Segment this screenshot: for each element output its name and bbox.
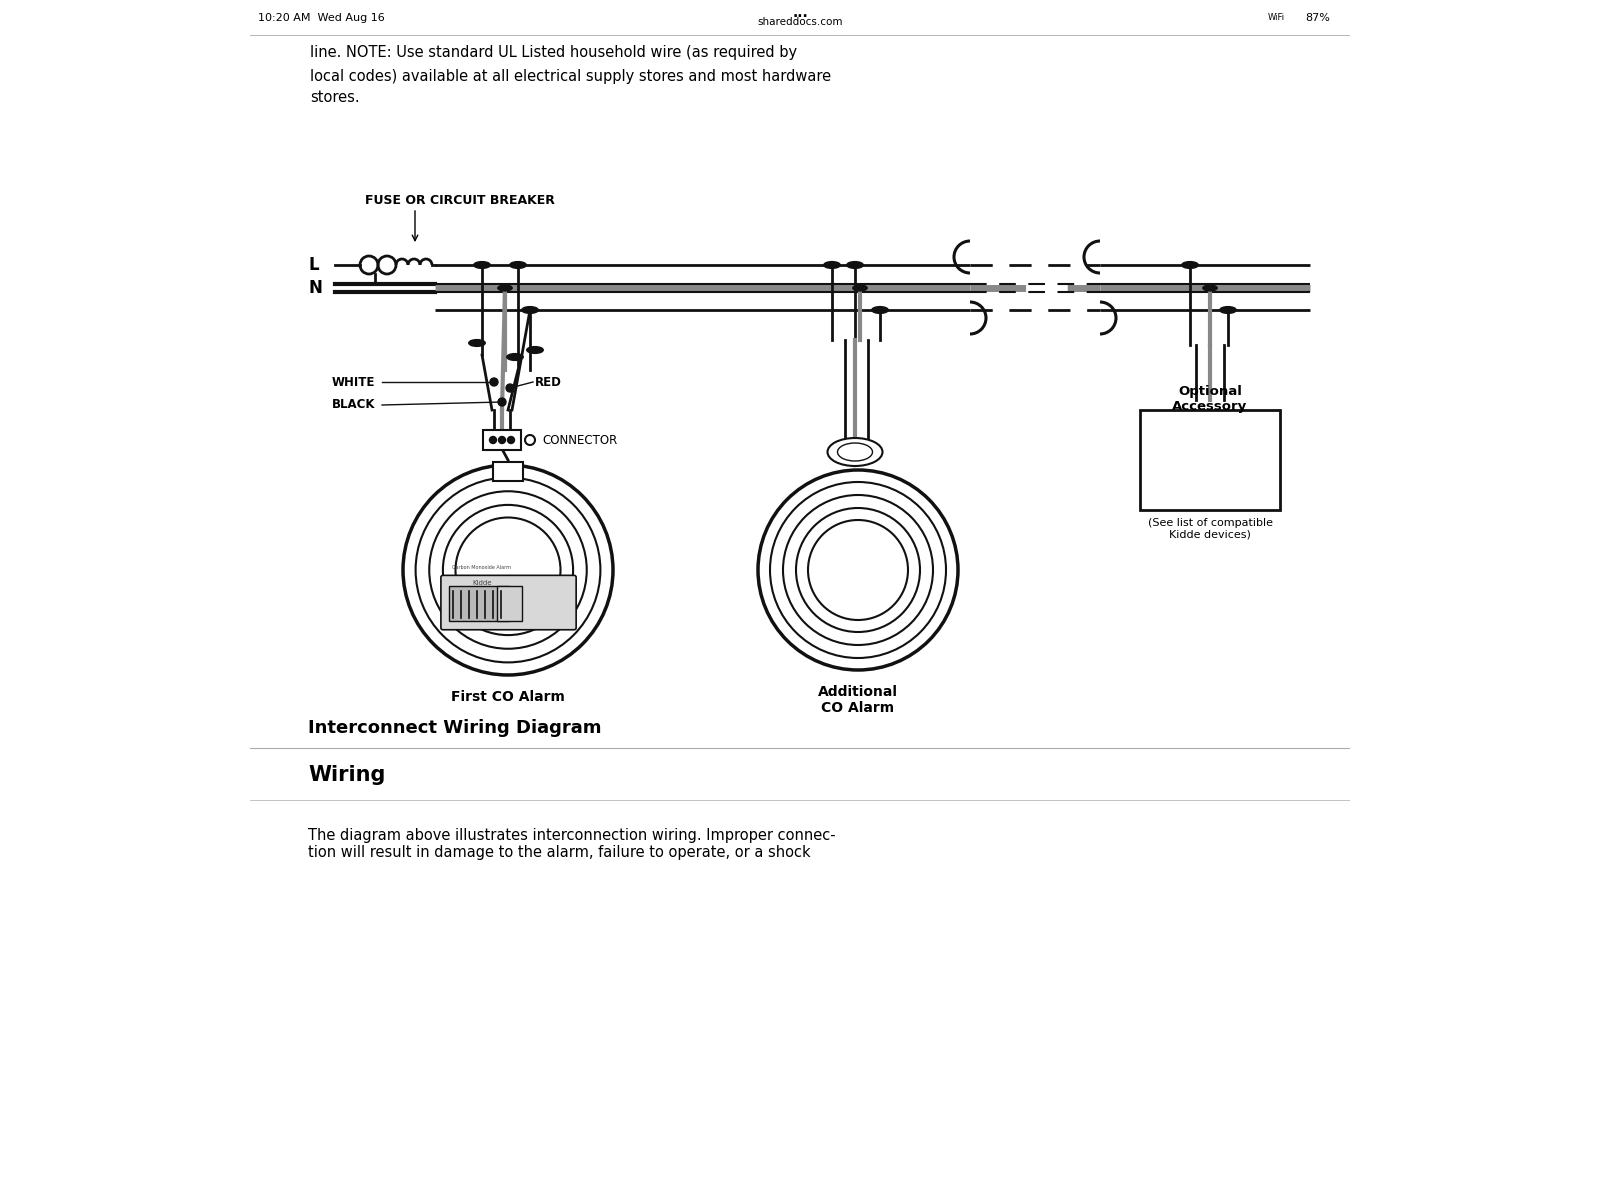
Text: local codes) available at all electrical supply stores and most hardware: local codes) available at all electrical… — [310, 68, 830, 84]
Circle shape — [499, 437, 506, 444]
FancyBboxPatch shape — [493, 462, 523, 481]
Ellipse shape — [872, 307, 888, 313]
Text: Kidde: Kidde — [472, 580, 491, 586]
Ellipse shape — [510, 262, 526, 269]
FancyBboxPatch shape — [496, 586, 522, 622]
Circle shape — [758, 470, 958, 670]
Circle shape — [490, 378, 498, 386]
Text: Wiring: Wiring — [307, 766, 386, 785]
Text: FUSE OR CIRCUIT BREAKER: FUSE OR CIRCUIT BREAKER — [365, 193, 555, 206]
Ellipse shape — [522, 307, 538, 313]
FancyBboxPatch shape — [442, 575, 576, 630]
Ellipse shape — [526, 347, 544, 353]
Ellipse shape — [1182, 262, 1198, 269]
Circle shape — [498, 398, 506, 406]
Text: The diagram above illustrates interconnection wiring. Improper connec-
tion will: The diagram above illustrates interconne… — [307, 828, 835, 860]
Text: stores.: stores. — [310, 90, 360, 106]
FancyBboxPatch shape — [450, 586, 509, 622]
Text: CONNECTOR: CONNECTOR — [542, 433, 618, 446]
Ellipse shape — [507, 354, 523, 360]
Text: Interconnect Wiring Diagram: Interconnect Wiring Diagram — [307, 719, 602, 737]
Circle shape — [490, 437, 496, 444]
Circle shape — [507, 437, 515, 444]
Text: WiFi: WiFi — [1267, 13, 1285, 23]
Ellipse shape — [469, 340, 485, 347]
Text: line. NOTE: Use standard UL Listed household wire (as required by: line. NOTE: Use standard UL Listed house… — [310, 44, 797, 60]
Ellipse shape — [846, 262, 864, 269]
Circle shape — [403, 464, 613, 674]
Text: L: L — [307, 256, 318, 274]
Ellipse shape — [853, 286, 867, 290]
Ellipse shape — [837, 443, 872, 461]
Text: ...: ... — [792, 6, 808, 20]
FancyBboxPatch shape — [483, 430, 522, 450]
Ellipse shape — [1203, 286, 1218, 290]
Text: shareddocs.com: shareddocs.com — [757, 17, 843, 26]
Text: First CO Alarm: First CO Alarm — [451, 690, 565, 704]
Text: BLACK: BLACK — [333, 398, 376, 412]
Text: 10:20 AM  Wed Aug 16: 10:20 AM Wed Aug 16 — [258, 13, 384, 23]
Ellipse shape — [827, 438, 883, 466]
FancyBboxPatch shape — [1139, 410, 1280, 510]
Text: Additional
CO Alarm: Additional CO Alarm — [818, 685, 898, 715]
Text: Carbon Monoxide Alarm: Carbon Monoxide Alarm — [453, 565, 512, 570]
Text: 87%: 87% — [1306, 13, 1330, 23]
Text: RED: RED — [534, 376, 562, 389]
Ellipse shape — [824, 262, 840, 269]
Ellipse shape — [474, 262, 490, 269]
Text: N: N — [307, 280, 322, 298]
Text: WHITE: WHITE — [333, 376, 376, 389]
Text: Optional
Accessory: Optional Accessory — [1173, 385, 1248, 413]
Ellipse shape — [1219, 307, 1237, 313]
Circle shape — [506, 384, 514, 392]
Text: (See list of compatible
Kidde devices): (See list of compatible Kidde devices) — [1147, 518, 1272, 540]
Ellipse shape — [498, 286, 512, 290]
